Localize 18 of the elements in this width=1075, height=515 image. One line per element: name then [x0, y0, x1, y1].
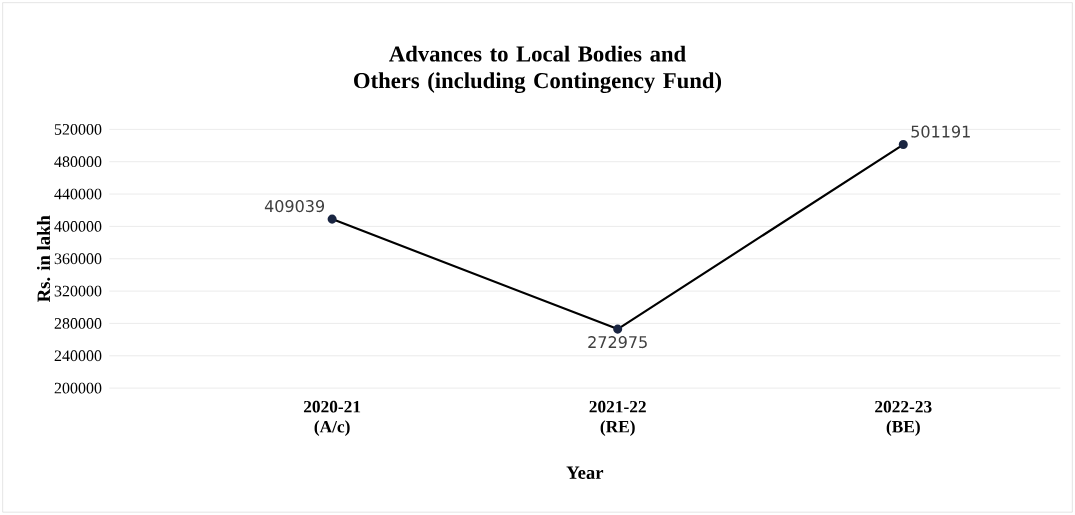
- x-tick-label: 2021-22 (RE): [589, 400, 646, 437]
- y-tick-label: 440000: [54, 188, 102, 200]
- y-tick-label: 360000: [54, 253, 102, 265]
- data-label: 409039: [264, 200, 325, 213]
- chart-title: Advances to Local Bodies and Others (including Contingency Fund): [354, 45, 722, 94]
- y-tick-label: 520000: [54, 124, 102, 135]
- y-tick-label: 200000: [54, 382, 102, 394]
- y-axis-title: Rs. in lakh: [36, 215, 51, 303]
- y-tick-label: 480000: [54, 156, 102, 168]
- data-label: 272975: [588, 336, 647, 349]
- x-axis-title: Year: [566, 466, 604, 480]
- data-label: 501191: [911, 125, 970, 138]
- y-tick-label: 240000: [54, 350, 102, 362]
- x-tick-label: 2022-23 (BE): [875, 400, 932, 437]
- x-tick-label: 2020-21 (A/c): [303, 400, 361, 437]
- y-tick-label: 320000: [54, 285, 102, 297]
- y-tick-label: 400000: [54, 221, 102, 232]
- y-tick-label: 280000: [54, 318, 102, 329]
